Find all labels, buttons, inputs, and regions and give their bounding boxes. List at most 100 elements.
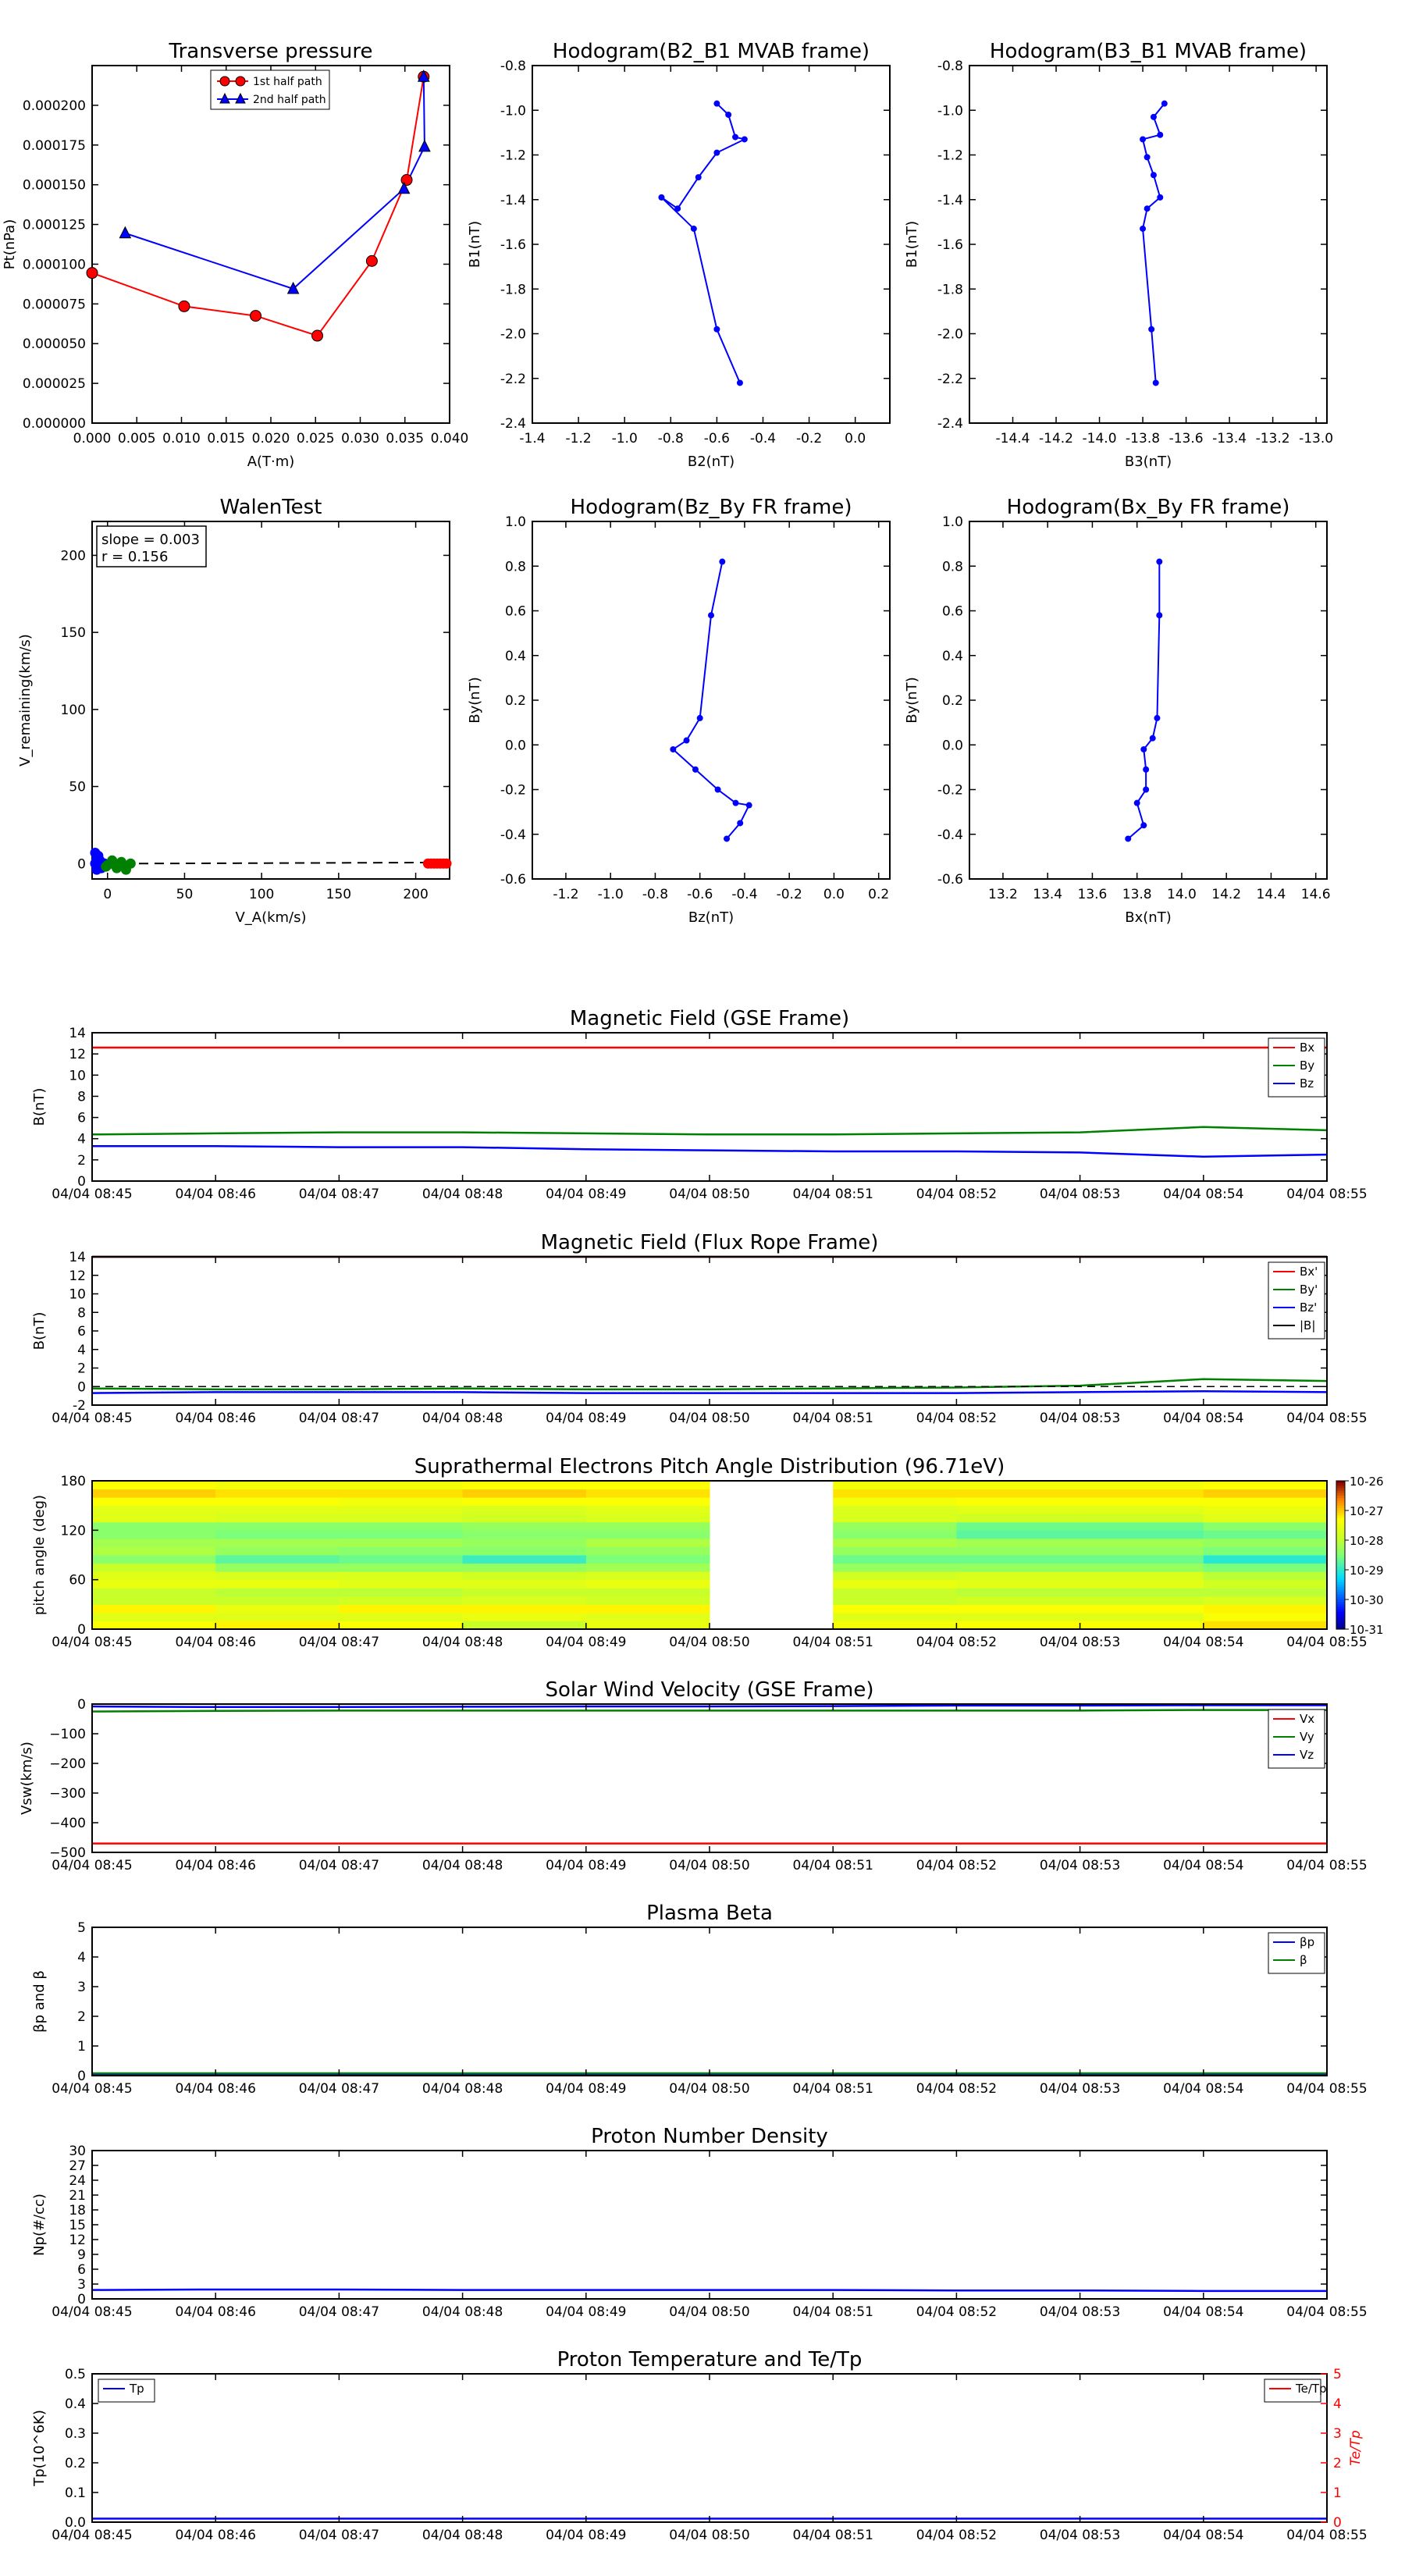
heatmap-cell [1203, 1530, 1328, 1539]
y-tick-label: -1.8 [500, 282, 526, 297]
y-tick-label: 0.5 [65, 2367, 86, 2382]
legend-box [210, 69, 330, 110]
x-tick-label: 0.000 [73, 431, 112, 447]
x-tick-label: 04/04 08:48 [422, 2528, 503, 2543]
x-tick-label: 04/04 08:53 [1040, 1635, 1120, 1650]
heatmap-cell [339, 1489, 464, 1498]
y-tick-label: 8 [77, 1305, 86, 1321]
y-tick-label: 27 [69, 2158, 86, 2174]
data-point [692, 766, 699, 773]
heatmap-cell [1080, 1612, 1204, 1621]
y-tick-label: 2 [77, 1361, 86, 1377]
x-tick-label: 04/04 08:55 [1286, 1635, 1367, 1650]
heatmap-cell [215, 1505, 340, 1514]
y-tick-label: -1.2 [937, 148, 963, 164]
y-axis-label: B1(nT) [904, 221, 920, 268]
y-tick-label: 21 [69, 2188, 86, 2204]
heatmap-cell [1203, 1481, 1328, 1490]
chart-title: Hodogram(Bz_By FR frame) [571, 496, 852, 519]
chart-title: Magnetic Field (Flux Rope Frame) [541, 1231, 879, 1254]
heatmap-cell [339, 1497, 464, 1507]
x-tick-label: 04/04 08:53 [1040, 1411, 1120, 1426]
heatmap-cell [956, 1481, 1081, 1490]
heatmap-cell [833, 1497, 957, 1507]
heatmap-cell [339, 1546, 464, 1556]
heatmap-cell [1203, 1505, 1328, 1514]
chart-np: Proton Number Density 04/04 08:45 04/04 08… [31, 2125, 1368, 2320]
legend: Vx Vy Vz [1268, 1709, 1325, 1769]
heatmap-cell [92, 1604, 216, 1614]
chart-title: Proton Number Density [591, 2125, 828, 2148]
y-tick-label: 0.6 [942, 604, 963, 620]
y-tick-label: 3 [77, 1980, 86, 1995]
y-tick-label: 0.1 [65, 2485, 86, 2501]
heatmap-cell [1080, 1505, 1204, 1514]
colorbar-swatch [1336, 1525, 1345, 1528]
heatmap-cell [1203, 1563, 1328, 1572]
y-tick-label: 0.0 [505, 738, 526, 753]
colorbar-swatch [1336, 1587, 1345, 1590]
heatmap-cell [833, 1505, 957, 1514]
y-tick-label: 60 [69, 1573, 86, 1589]
x-tick-label: 0.025 [297, 431, 335, 447]
y-tick-label: −200 [49, 1756, 86, 1772]
data-point [741, 136, 748, 143]
heatmap-cell [833, 1530, 957, 1539]
heatmap-cell [585, 1621, 710, 1630]
x-tick-label: 04/04 08:52 [916, 2528, 997, 2543]
legend-box [98, 2379, 155, 2403]
x-axis-label: V_A(km/s) [235, 909, 306, 926]
y-tick-label: 3 [77, 2277, 86, 2293]
y-tick-label: 1.0 [505, 514, 526, 530]
chart-pad: Suprathermal Electrons Pitch Angle Distr… [31, 1455, 1384, 1650]
heatmap-cell [956, 1563, 1081, 1572]
plot-frame [969, 65, 1328, 424]
heatmap-cell [833, 1579, 957, 1589]
x-tick-label: 04/04 08:53 [1040, 2081, 1120, 2097]
chart-title: Solar Wind Velocity (GSE Frame) [545, 1678, 873, 1702]
heatmap-cell [1203, 1546, 1328, 1556]
data-point [1133, 799, 1140, 806]
heatmap-cell [1080, 1546, 1204, 1556]
heatmap-cell [92, 1538, 216, 1547]
y-tick-label: 0.2 [65, 2456, 86, 2471]
y-tick-label: 0.0 [65, 2515, 86, 2531]
x-tick-label: 04/04 08:55 [1286, 2081, 1367, 2097]
colorbar-swatch [1336, 1579, 1345, 1583]
data-point [745, 802, 752, 809]
plot-frame [91, 521, 450, 880]
data-point [1150, 172, 1157, 179]
y-tick-label: −400 [49, 1816, 86, 1831]
colorbar-swatch [1336, 1515, 1345, 1519]
legend-label: Bx [1300, 1041, 1314, 1055]
x-tick-label: 04/04 08:50 [669, 1411, 749, 1426]
series-line [671, 561, 751, 840]
data-point [724, 835, 731, 842]
y-tick-label: 0.3 [65, 2426, 86, 2442]
y-tick-label: 2 [77, 1153, 86, 1169]
data-point [737, 820, 744, 827]
y-tick-label-right: 0 [1333, 2515, 1342, 2531]
heatmap-cell [833, 1563, 957, 1572]
legend: Bx' By' Bz' |B| [1268, 1261, 1325, 1340]
data-point-triangle [286, 281, 300, 294]
heatmap-cell [956, 1505, 1081, 1514]
x-tick-label: 04/04 08:54 [1163, 2081, 1243, 2097]
chart-beta: Plasma Beta 04/04 08:45 04/04 08:46 04/04 0… [31, 1902, 1368, 2097]
y-tick-label: -0.8 [937, 59, 963, 74]
x-tick-label: 04/04 08:55 [1286, 1187, 1367, 1202]
x-tick-label: 14.0 [1167, 887, 1197, 902]
y-tick-label: -1.0 [937, 103, 963, 119]
colorbar-tick-label: 10-28 [1350, 1534, 1384, 1548]
data-point-triangle [418, 139, 431, 152]
x-tick-label: 50 [176, 887, 194, 902]
heatmap-cell [585, 1571, 710, 1581]
heatmap-cell [1203, 1579, 1328, 1589]
data-point-triangle [119, 226, 132, 239]
chart-transverse: Transverse pressure 0.000 0.005 0.010 0.015 0… [2, 40, 468, 470]
colorbar-swatch [1336, 1550, 1345, 1553]
series-line-Bz [92, 1144, 1328, 1158]
y-tick-label: 10 [69, 1068, 86, 1083]
legend: βp β [1268, 1932, 1325, 1974]
